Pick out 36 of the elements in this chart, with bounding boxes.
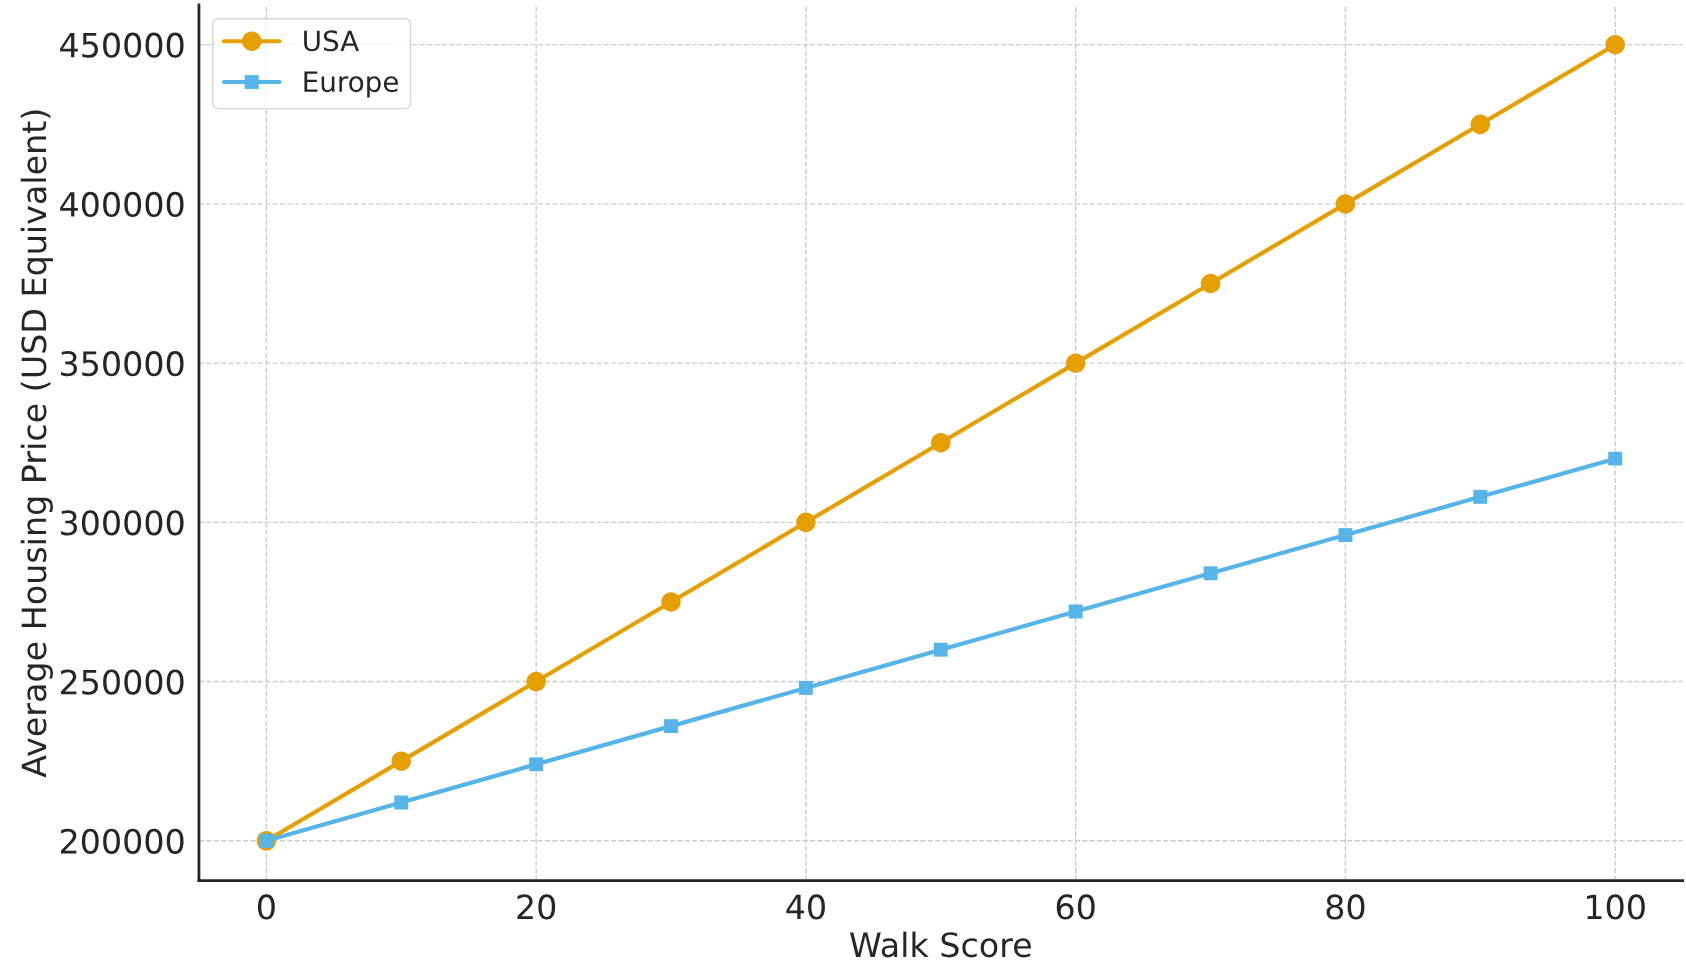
point bbox=[1605, 34, 1625, 55]
point bbox=[1335, 194, 1356, 214]
x-tick-label: 60 bbox=[1056, 894, 1095, 920]
y-tick-label: 250000 bbox=[60, 669, 184, 695]
x-tick-label: 100 bbox=[1587, 894, 1645, 920]
point bbox=[391, 751, 411, 771]
x-axis-title: Walk Score bbox=[850, 931, 1031, 958]
point bbox=[1608, 451, 1623, 466]
point bbox=[661, 592, 681, 612]
y-tick-label: 300000 bbox=[61, 510, 184, 536]
x-tick-label: 40 bbox=[786, 894, 825, 920]
legend-label: Europe bbox=[304, 71, 398, 98]
point bbox=[798, 680, 813, 695]
y-axis-title: Average Housing Price (USD Equivalent) bbox=[20, 110, 53, 778]
y-tick-label: 200000 bbox=[60, 828, 184, 854]
point bbox=[529, 757, 544, 772]
point bbox=[933, 642, 948, 657]
x-tick-label: 0 bbox=[257, 894, 275, 920]
x-tick-label: 20 bbox=[517, 894, 556, 920]
point bbox=[1470, 114, 1491, 134]
point bbox=[1338, 528, 1353, 543]
x-tick-label: 80 bbox=[1326, 894, 1365, 920]
point bbox=[931, 432, 951, 453]
point bbox=[796, 512, 816, 533]
point bbox=[1068, 604, 1083, 619]
y-tick-label: 450000 bbox=[60, 32, 184, 58]
point bbox=[1065, 353, 1086, 373]
legend-label: USA bbox=[304, 30, 359, 52]
y-tick-label: 350000 bbox=[61, 351, 184, 377]
point bbox=[1200, 273, 1221, 294]
point bbox=[1203, 566, 1218, 581]
point bbox=[664, 719, 678, 734]
point bbox=[526, 671, 546, 692]
point bbox=[1473, 489, 1488, 504]
point bbox=[394, 795, 409, 810]
y-tick-label: 400000 bbox=[60, 191, 184, 218]
